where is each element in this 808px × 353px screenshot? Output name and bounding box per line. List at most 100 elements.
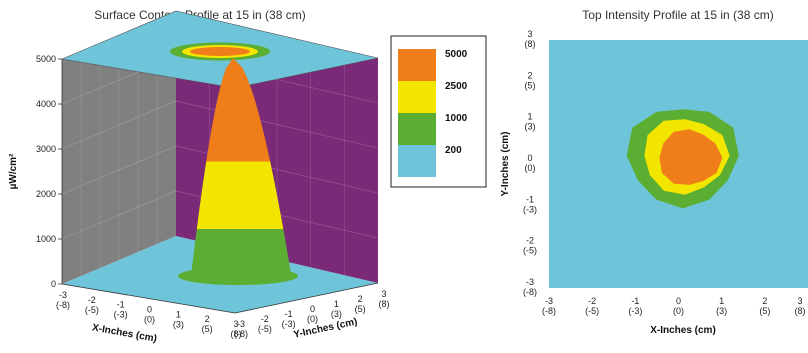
x-tick-label: (-5) xyxy=(85,305,99,315)
legend: 5000 2500 1000 200 xyxy=(390,35,487,188)
heatmap-y-tick-label: (-3) xyxy=(523,204,537,214)
x-tick-label: 1 xyxy=(176,309,181,319)
left-wall xyxy=(62,11,176,284)
heatmap-y-axis: 3(8) 2(5) 1(3) 0(0) -1(-3) -2(-5) -3(-8) xyxy=(523,29,537,297)
heatmap-y-tick-label: (-8) xyxy=(523,287,537,297)
heatmap-y-tick-label: -2 xyxy=(526,236,534,246)
depth-tick-label: (3) xyxy=(331,309,342,319)
legend-swatch xyxy=(398,49,436,81)
intensity-tick-label: 3000 xyxy=(36,144,56,154)
intensity-tick-label: 1000 xyxy=(36,234,56,244)
depth-tick-label: 3 xyxy=(381,289,386,299)
heatmap-x-tick-label: 0 xyxy=(676,296,681,306)
x-tick-label: (-3) xyxy=(114,310,128,320)
depth-tick-label: (5) xyxy=(355,304,366,314)
grid-line xyxy=(61,190,379,240)
surface-peak xyxy=(178,58,298,285)
heatmap-x-tick-label: (5) xyxy=(759,306,770,316)
x-axis-line xyxy=(61,283,236,314)
x-tick-label: -2 xyxy=(88,295,96,305)
x-tick-label: (-8) xyxy=(56,300,70,310)
heatmap-y-tick-label: 2 xyxy=(527,70,532,80)
heatmap-y-tick-label: (8) xyxy=(525,39,536,49)
y-axis-depth: -3(-8)-2(-5)-1(-3)0(0)1(3)2(5)3(8) xyxy=(234,282,390,339)
x-tick-label: (8) xyxy=(231,329,242,339)
depth-tick-label: -1 xyxy=(285,309,293,319)
heatmap-x-label: X-Inches (cm) xyxy=(650,325,716,336)
heatmap-y-tick-label: -1 xyxy=(526,194,534,204)
right-chart-title: Top Intensity Profile at 15 in (38 cm) xyxy=(582,8,773,22)
heatmap-x-axis: -3(-8) -2(-5) -1(-3) 0(0) 1(3) 2(5) 3(8) xyxy=(542,296,806,316)
depth-tick-label: 2 xyxy=(358,294,363,304)
x-axis-label: X-Inches (cm) xyxy=(91,322,157,344)
legend-swatch xyxy=(398,113,436,145)
intensity-axis-label: µW/cm² xyxy=(8,153,19,189)
depth-tick-label: -2 xyxy=(261,314,269,324)
x-axis: -3(-8)-2(-5)-1(-3)0(0)1(3)2(5)3(8) xyxy=(56,283,242,339)
depth-tick-label: (8) xyxy=(379,299,390,309)
intensity-tick-label: 0 xyxy=(51,279,56,289)
x-tick-label: (0) xyxy=(144,315,155,325)
peak-band-2500 xyxy=(196,161,284,229)
left-chart-title: Surface Contour Profile at 15 in (38 cm) xyxy=(94,8,305,22)
x-tick-label: 3 xyxy=(233,319,238,329)
depth-axis-line xyxy=(234,282,379,314)
heatmap-x-tick-label: (8) xyxy=(795,306,806,316)
x-tick-label: -3 xyxy=(59,290,67,300)
heatmap-y-tick-label: 0 xyxy=(527,153,532,163)
heatmap-y-tick-label: (0) xyxy=(525,163,536,173)
heatmap-x-tick-label: (0) xyxy=(673,306,684,316)
heatmap-x-tick-label: -2 xyxy=(588,296,596,306)
x-tick-label: -1 xyxy=(117,300,125,310)
x-tick-label: 0 xyxy=(147,305,152,315)
depth-axis-label: Y-Inches (cm) xyxy=(293,316,359,340)
depth-tick-label: (-5) xyxy=(258,324,272,334)
intensity-axis: 0 1000 2000 3000 4000 5000 xyxy=(36,54,63,289)
heatmap-x-tick-label: -3 xyxy=(545,296,553,306)
depth-tick-label: 0 xyxy=(310,304,315,314)
legend-label: 2500 xyxy=(445,81,468,92)
heatmap-contours xyxy=(626,109,739,209)
heatmap-y-tick-label: (5) xyxy=(525,80,536,90)
heatmap-y-tick-label: 1 xyxy=(527,112,532,122)
intensity-tick-label: 5000 xyxy=(36,54,56,64)
heatmap-x-tick-label: (-8) xyxy=(542,306,556,316)
top-plane-contours xyxy=(170,42,270,61)
heatmap-x-tick-label: 2 xyxy=(762,296,767,306)
depth-tick-label: -3 xyxy=(237,319,245,329)
grid-line xyxy=(61,145,379,195)
intensity-tick-label: 4000 xyxy=(36,99,56,109)
top-intensity-chart: 3(8)2(5)1(3)0(0)-1(-3)-2(-5)-3(-8) -3(-8… xyxy=(500,29,808,336)
heatmap-x-tick-label: 3 xyxy=(797,296,802,306)
top-contour-ring xyxy=(190,47,250,56)
heatmap-x-tick-label: (3) xyxy=(716,306,727,316)
heatmap-y-tick-label: 3 xyxy=(527,29,532,39)
legend-swatch xyxy=(398,145,436,177)
depth-tick-label: (0) xyxy=(307,314,318,324)
x-tick-label: 2 xyxy=(205,314,210,324)
x-tick-label: (5) xyxy=(202,324,213,334)
legend-swatch xyxy=(398,81,436,113)
peak-band-1000 xyxy=(191,229,291,274)
intensity-tick-label: 2000 xyxy=(36,189,56,199)
peak-band-5000 xyxy=(206,58,271,162)
heatmap-x-tick-label: (-5) xyxy=(585,306,599,316)
heatmap-y-tick-label: (-5) xyxy=(523,246,537,256)
heatmap-y-tick-label: (3) xyxy=(525,122,536,132)
x-tick-label: (3) xyxy=(173,319,184,329)
legend-label: 1000 xyxy=(445,113,468,124)
heatmap-x-tick-label: 1 xyxy=(719,296,724,306)
legend-label: 5000 xyxy=(445,49,468,60)
contour-level-5000 xyxy=(659,129,723,185)
heatmap-x-tick-label: -1 xyxy=(631,296,639,306)
legend-label: 200 xyxy=(445,145,462,156)
heatmap-x-tick-label: (-3) xyxy=(628,306,642,316)
depth-tick-label: (-8) xyxy=(234,329,248,339)
heatmap-y-tick-label: -3 xyxy=(526,277,534,287)
depth-tick-label: 1 xyxy=(334,299,339,309)
heatmap-y-label: Y-Inches (cm) xyxy=(500,131,511,196)
depth-tick-label: (-3) xyxy=(282,319,296,329)
grid-line xyxy=(61,100,379,150)
